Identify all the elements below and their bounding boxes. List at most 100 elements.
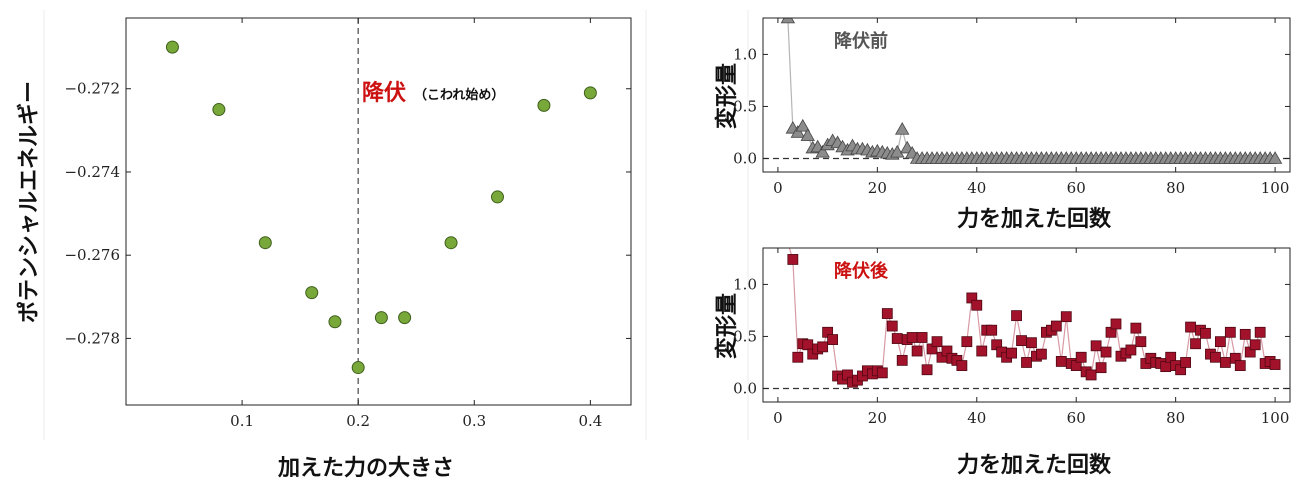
data-point — [1085, 369, 1097, 381]
data-point — [1006, 347, 1017, 359]
data-point — [1026, 337, 1037, 349]
data-point — [1090, 340, 1102, 352]
y-tick-label: −0.274 — [64, 163, 120, 181]
data-point — [795, 118, 810, 132]
data-point — [976, 345, 988, 357]
data-point — [537, 98, 551, 112]
x-tick-label: 20 — [868, 409, 887, 427]
data-point — [305, 286, 319, 300]
x-tick-label: 100 — [1261, 179, 1290, 197]
energy-scatter-plot: 加えた力の大きさ ポテンシャルエネルギー 降伏 （こわれ始め） 0.1 0.2 0.… — [16, 17, 632, 481]
energy-xlabel: 加えた力の大きさ — [277, 456, 454, 481]
yield-sublabel: （こわれ始め） — [414, 87, 504, 103]
data-point — [780, 18, 796, 24]
data-point — [916, 332, 928, 343]
data-point — [1135, 336, 1147, 348]
data-point — [1239, 328, 1251, 340]
data-point — [782, 248, 794, 249]
data-point — [1095, 362, 1107, 374]
data-point — [490, 190, 504, 204]
data-point — [165, 40, 179, 54]
data-point — [971, 299, 983, 311]
data-series — [782, 248, 1281, 388]
data-point — [961, 336, 973, 348]
before-xlabel: 力を加えた回数 — [957, 206, 1112, 232]
data-point — [1055, 356, 1067, 367]
data-point — [1224, 326, 1236, 338]
data-point — [815, 144, 830, 158]
y-tick-label: −0.272 — [64, 80, 120, 98]
data-point — [881, 308, 893, 319]
after-yield-title: 降伏後 — [834, 260, 889, 282]
data-point — [876, 367, 888, 379]
y-tick-label: 0.5 — [733, 327, 757, 345]
x-tick-label: 0 — [773, 179, 783, 197]
data-point — [1267, 151, 1283, 164]
data-point — [1130, 322, 1142, 334]
data-point — [1021, 357, 1032, 368]
data-point — [911, 345, 923, 357]
data-point — [1249, 339, 1261, 351]
y-tick-label: −0.278 — [64, 329, 120, 347]
data-point — [1110, 318, 1122, 330]
data-point — [1100, 346, 1112, 358]
data-point — [895, 122, 910, 135]
x-tick-label: 0 — [773, 409, 783, 427]
x-tick-label: 0.4 — [578, 412, 602, 430]
axes-frame — [762, 17, 1291, 173]
data-point — [1160, 361, 1172, 373]
data-point — [1180, 357, 1191, 368]
data-point — [802, 339, 814, 351]
x-tick-label: 40 — [967, 179, 986, 197]
data-point — [896, 354, 908, 366]
y-tick-label: 1.0 — [733, 45, 757, 63]
data-point — [328, 315, 342, 329]
x-tick-label: 20 — [868, 179, 887, 197]
data-point — [351, 361, 365, 375]
before-yield-title: 降伏前 — [834, 30, 888, 52]
data-point — [1011, 310, 1022, 322]
data-point — [1214, 336, 1226, 348]
data-point — [787, 254, 799, 265]
data-point — [817, 341, 829, 353]
data-point — [1219, 357, 1231, 368]
data-point — [1190, 338, 1201, 350]
x-tick-label: 0.3 — [462, 412, 486, 430]
data-point — [931, 336, 943, 348]
data-point — [1254, 326, 1266, 338]
data-point — [792, 351, 804, 363]
data-point — [827, 334, 839, 345]
y-tick-label: 1.0 — [733, 275, 757, 293]
x-tick-label: 0.2 — [346, 412, 370, 430]
data-point — [398, 311, 412, 325]
data-point — [258, 236, 272, 250]
after-xlabel: 力を加えた回数 — [957, 452, 1112, 478]
data-point — [444, 236, 458, 250]
data-series — [780, 18, 1283, 164]
y-tick-label: 0.0 — [733, 379, 757, 397]
axes-frame — [125, 17, 632, 406]
data-point — [1036, 348, 1047, 360]
y-tick-label: 0.0 — [733, 149, 757, 167]
x-tick-label: 60 — [1067, 409, 1086, 427]
deformation-before-yield-plot: 力を加えた回数 変形量 降伏前 0 20 40 60 80 100 0.0 0.5 1.0 — [714, 17, 1291, 232]
y-tick-label: −0.276 — [64, 246, 120, 264]
data-point — [800, 128, 815, 141]
after-ylabel: 変形量 — [714, 293, 740, 359]
data-point — [891, 333, 903, 344]
x-tick-label: 60 — [1067, 179, 1086, 197]
data-point — [1200, 327, 1211, 339]
before-ylabel: 変形量 — [714, 63, 740, 129]
data-point — [1075, 351, 1087, 363]
data-point — [1269, 359, 1281, 370]
x-tick-label: 100 — [1261, 409, 1290, 427]
data-point — [890, 144, 905, 158]
x-tick-label: 40 — [967, 409, 986, 427]
data-point — [1125, 344, 1137, 356]
data-point — [986, 324, 998, 336]
data-point — [1060, 311, 1072, 323]
data-point — [1234, 360, 1246, 371]
data-point — [583, 86, 597, 100]
data-point — [886, 320, 898, 332]
